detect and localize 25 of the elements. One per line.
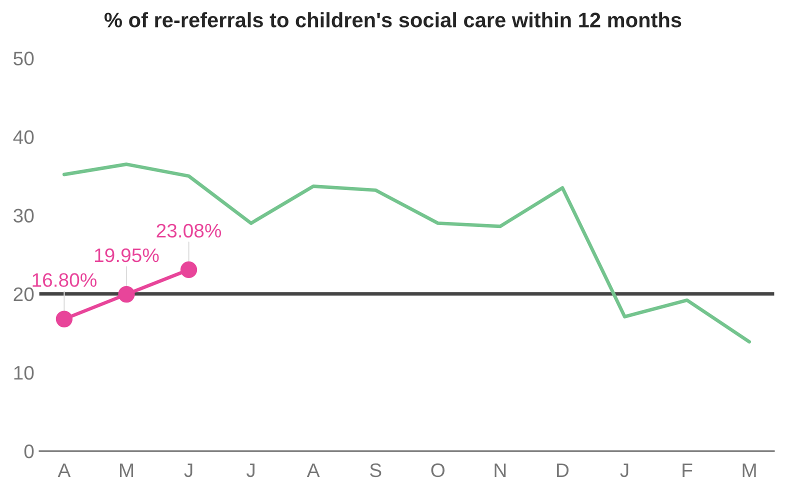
x-tick-label: M (120, 464, 133, 477)
x-tick-label: A (306, 464, 320, 477)
x-tick-label: S (370, 463, 382, 478)
x-tick-label: J (246, 464, 254, 478)
x-tick-label: D (557, 464, 569, 477)
x-tick-label: N (494, 464, 506, 477)
data-label: 19.95% (95, 248, 159, 262)
x-tick-label: M (742, 464, 756, 477)
x-tick-label: A (58, 464, 71, 477)
data-label: 23.08% (156, 224, 222, 238)
chart-title: % of re-referrals to children's social care within 12 months (104, 12, 682, 28)
x-tick-label: J (620, 464, 628, 478)
point (56, 310, 73, 328)
data-label: 16.80% (32, 273, 96, 287)
y-tick-label: 30 (14, 208, 34, 223)
point (118, 286, 135, 303)
y-tick-label: 10 (14, 366, 34, 380)
y-tick-label: 50 (14, 52, 34, 66)
x-tick-label: J (184, 464, 192, 478)
y-tick-label: 0 (24, 444, 34, 458)
y-tick-label: 40 (13, 130, 34, 144)
point (180, 261, 198, 278)
x-tick-label: F (682, 464, 692, 477)
x-tick-label: O (431, 463, 445, 478)
y-tick-label: 20 (14, 287, 34, 302)
